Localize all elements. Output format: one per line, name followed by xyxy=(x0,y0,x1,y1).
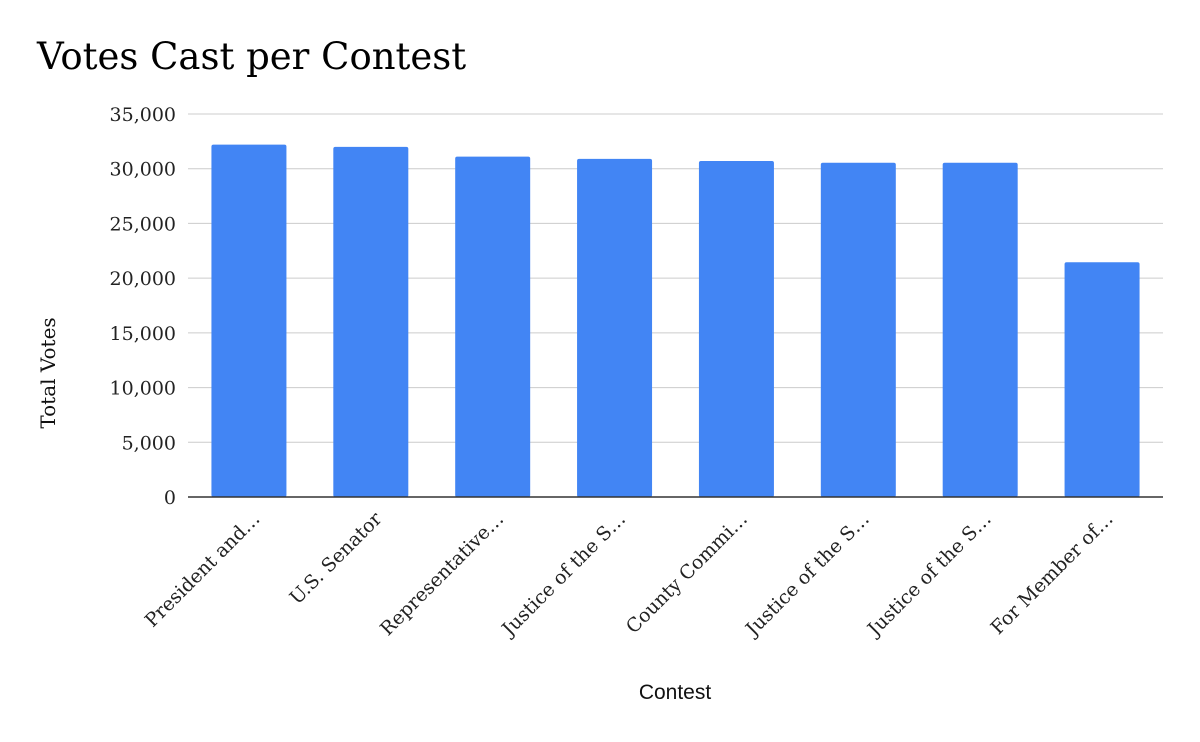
y-tick-label: 30,000 xyxy=(110,159,176,181)
bar xyxy=(333,146,409,498)
y-tick-label: 20,000 xyxy=(110,268,176,290)
y-axis-ticks: 0 5,000 10,000 15,000 20,000 25,000 30,000 35,0… xyxy=(110,104,176,509)
bar xyxy=(211,144,287,497)
y-tick-label: 5,000 xyxy=(122,432,176,454)
bar xyxy=(698,161,774,497)
bar xyxy=(455,156,531,498)
y-tick-label: 25,000 xyxy=(110,213,176,235)
y-tick-label: 15,000 xyxy=(110,323,176,345)
bars xyxy=(211,144,1140,498)
bar xyxy=(820,162,896,497)
x-axis-title: Contest xyxy=(639,681,712,704)
bar xyxy=(577,158,653,497)
chart-title: Votes Cast per Contest xyxy=(36,35,466,78)
bar xyxy=(1064,262,1140,497)
y-tick-label: 10,000 xyxy=(110,378,176,400)
y-tick-label: 35,000 xyxy=(110,104,176,126)
y-axis-title: Total Votes xyxy=(36,317,60,428)
bar xyxy=(942,162,1018,497)
y-tick-label: 0 xyxy=(164,487,176,509)
